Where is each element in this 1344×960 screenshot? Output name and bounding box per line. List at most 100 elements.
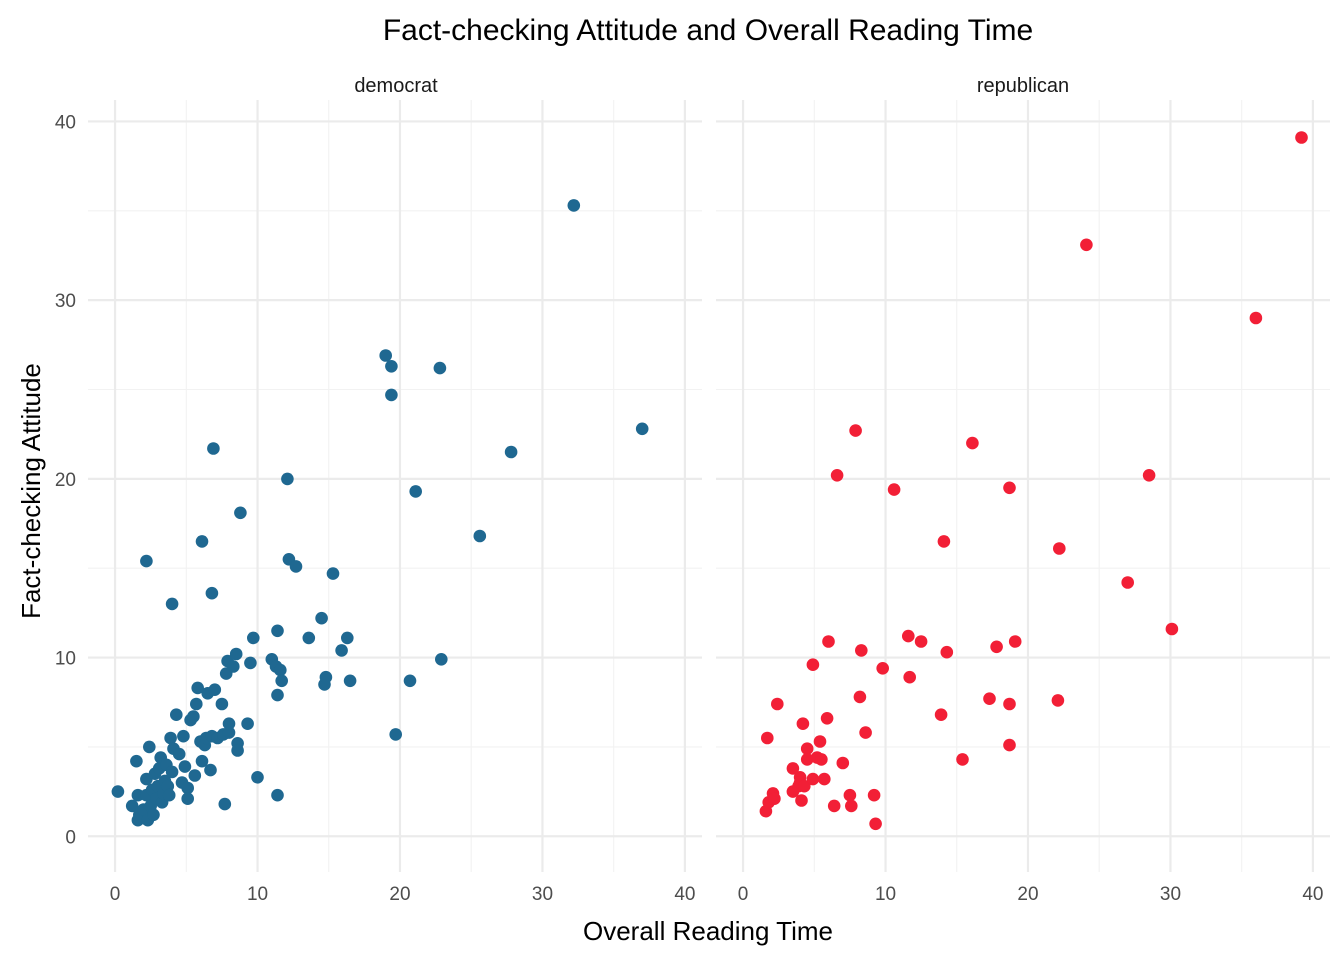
data-point-republican (806, 658, 820, 671)
data-point-republican (940, 645, 954, 659)
data-point-republican (937, 535, 951, 548)
data-point-democrat (247, 631, 260, 645)
x-tick-label: 0 (738, 884, 749, 905)
data-point-democrat (172, 747, 186, 761)
data-point-republican (830, 469, 844, 482)
data-point-republican (786, 762, 800, 775)
data-point-democrat (302, 631, 316, 645)
data-point-republican (1003, 697, 1016, 711)
data-point-democrat (227, 660, 240, 673)
data-point-democrat (207, 442, 220, 455)
gridlines-democrat (88, 100, 702, 872)
data-point-democrat (191, 681, 204, 695)
data-point-republican (815, 753, 828, 766)
data-point-republican (966, 436, 979, 450)
data-point-democrat (229, 647, 243, 661)
data-point-democrat (195, 754, 209, 768)
data-point-democrat (131, 813, 145, 827)
data-point-republican (902, 629, 915, 643)
panel-democrat: democrat (88, 75, 702, 872)
data-point-republican (1008, 635, 1022, 648)
data-point-republican (1295, 131, 1308, 144)
data-point-republican (800, 753, 814, 766)
data-point-democrat (195, 535, 209, 548)
data-point-democrat (111, 785, 125, 798)
data-point-republican (853, 690, 867, 704)
facet-label-republican: republican (977, 75, 1069, 97)
data-point-democrat (315, 611, 328, 625)
data-point-democrat (473, 529, 487, 543)
data-point-republican (1051, 694, 1065, 707)
data-point-republican (827, 799, 841, 813)
data-point-democrat (435, 653, 448, 666)
panel-republican: republican (716, 75, 1330, 872)
y-axis-ticks: 0 10 20 30 40 (55, 112, 76, 848)
data-point-democrat (165, 765, 179, 779)
x-tick-label: 30 (532, 884, 553, 905)
data-point-democrat (389, 728, 403, 741)
points-democrat (111, 199, 649, 827)
data-point-republican (956, 753, 969, 766)
data-point-democrat (385, 388, 398, 402)
data-point-democrat (319, 670, 333, 684)
gridlines-republican (716, 100, 1330, 872)
data-point-republican (990, 640, 1003, 654)
x-tick-label: 30 (1160, 884, 1181, 905)
data-point-democrat (181, 781, 194, 795)
data-point-republican (1053, 542, 1066, 555)
data-point-republican (876, 662, 889, 675)
data-point-democrat (274, 663, 287, 677)
data-point-republican (768, 792, 781, 805)
facet-label-democrat: democrat (354, 75, 438, 97)
data-point-democrat (343, 674, 357, 688)
data-point-democrat (125, 799, 139, 813)
data-point-democrat (433, 361, 447, 375)
data-point-republican (855, 644, 868, 657)
data-point-democrat (251, 771, 264, 784)
data-point-republican (761, 731, 774, 745)
x-axis-ticks: 0 10 20 30 40 0 10 20 30 40 (110, 884, 1324, 905)
data-point-republican (1121, 576, 1134, 589)
y-tick-label: 0 (65, 827, 76, 848)
data-point-democrat (271, 624, 284, 638)
data-point-republican (796, 717, 810, 730)
data-point-republican (914, 635, 928, 648)
data-point-democrat (222, 717, 236, 730)
data-point-republican (818, 772, 831, 786)
data-point-democrat (234, 506, 247, 520)
y-tick-label: 10 (55, 649, 76, 670)
data-point-republican (887, 483, 901, 496)
data-point-republican (869, 817, 882, 831)
data-point-republican (1249, 311, 1263, 325)
data-point-democrat (170, 708, 183, 721)
data-point-democrat (188, 769, 202, 782)
data-point-democrat (222, 726, 236, 739)
x-tick-label: 20 (1017, 884, 1038, 905)
data-point-democrat (190, 697, 203, 711)
data-point-democrat (341, 631, 354, 645)
points-republican (759, 131, 1308, 831)
x-tick-label: 10 (247, 884, 268, 905)
data-point-democrat (271, 788, 284, 802)
x-tick-label: 0 (110, 884, 121, 905)
y-tick-label: 40 (55, 112, 76, 133)
data-point-republican (771, 697, 784, 711)
data-point-democrat (385, 360, 398, 373)
x-tick-label: 40 (1302, 884, 1323, 905)
data-point-republican (1003, 481, 1016, 495)
x-axis-title: Overall Reading Time (583, 916, 833, 946)
data-point-democrat (164, 731, 177, 745)
data-point-republican (859, 726, 872, 739)
data-point-republican (983, 692, 996, 705)
data-point-democrat (181, 792, 194, 805)
data-point-democrat (187, 710, 200, 723)
data-point-democrat (162, 788, 176, 802)
x-tick-label: 40 (674, 884, 695, 905)
data-point-democrat (204, 763, 217, 777)
data-point-republican (800, 742, 814, 755)
data-point-republican (820, 712, 834, 725)
data-point-democrat (130, 754, 143, 768)
data-point-republican (813, 735, 827, 748)
data-point-republican (845, 799, 858, 813)
